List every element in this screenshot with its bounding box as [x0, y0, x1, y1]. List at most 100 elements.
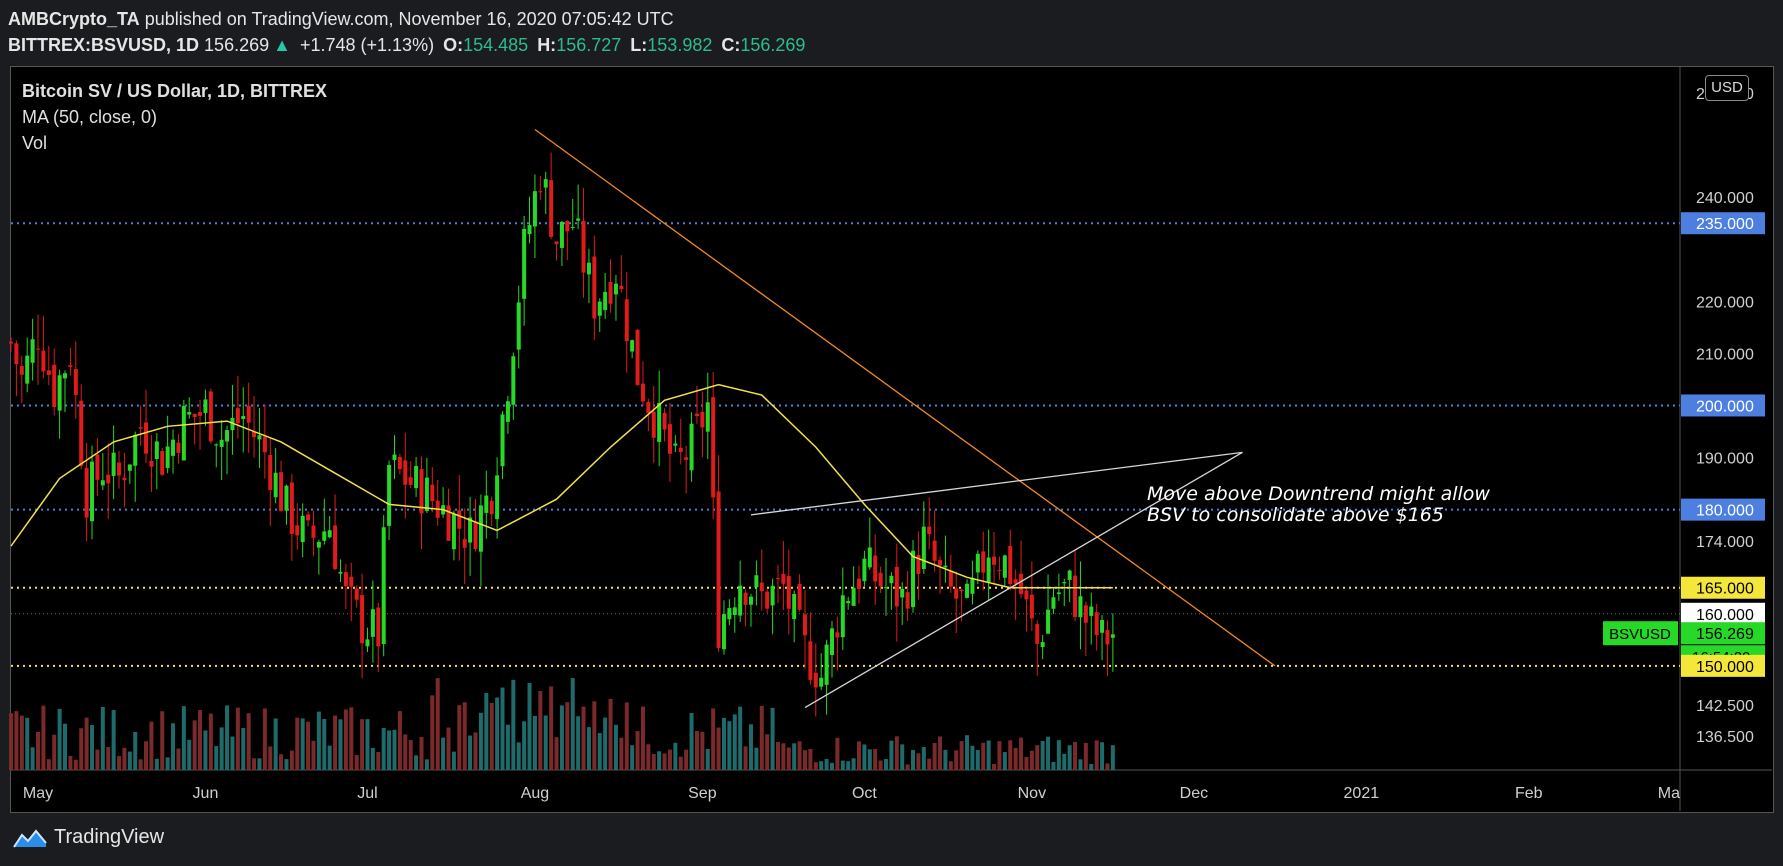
candle-body: [122, 477, 127, 481]
candle-body: [878, 572, 883, 587]
symbol-tag-box: [1603, 621, 1678, 646]
candle-body: [819, 677, 824, 687]
volume-bar: [1008, 740, 1013, 770]
candle-body: [160, 451, 165, 475]
candle-body: [694, 413, 699, 417]
volume-bar: [381, 728, 386, 770]
candle-body: [802, 614, 807, 636]
volume-bar: [522, 721, 527, 770]
volume-bar: [997, 741, 1002, 770]
legend-ma[interactable]: MA (50, close, 0): [22, 107, 158, 127]
volume-bar: [268, 746, 273, 770]
candle-body: [959, 589, 964, 592]
volume-bar: [970, 745, 975, 770]
volume-bar: [117, 756, 122, 770]
volume-bar: [878, 760, 883, 770]
candle-body: [689, 423, 694, 471]
volume-bar: [527, 683, 532, 770]
volume-bar: [732, 714, 737, 770]
volume-bar: [376, 751, 381, 770]
price-change: +1.748 (+1.13%): [299, 35, 435, 55]
low-value: 153.982: [647, 35, 713, 55]
volume-bar: [500, 687, 505, 770]
candle-body: [975, 553, 980, 573]
footer-brand[interactable]: TradingView: [12, 826, 164, 849]
volume-bar: [867, 749, 872, 770]
candle-body: [840, 595, 845, 638]
volume-bar: [711, 708, 716, 770]
candle-body: [219, 439, 224, 447]
volume-bar: [808, 749, 813, 770]
author-name[interactable]: AMBCrypto_TA: [8, 9, 140, 29]
candle-body: [738, 585, 743, 616]
candle-body: [905, 592, 910, 609]
candle-body: [640, 383, 645, 402]
candle-body: [214, 444, 219, 446]
volume-bar: [613, 724, 618, 770]
volume-bar: [73, 759, 78, 770]
volume-bar: [565, 702, 570, 770]
candle-body: [700, 411, 705, 428]
candle-body: [30, 339, 35, 363]
volume-bar: [965, 735, 970, 770]
volume-bar: [9, 713, 13, 770]
candle-body: [484, 495, 489, 513]
volume-bar: [829, 762, 834, 770]
price-label-box: [1681, 394, 1765, 417]
candle-body: [370, 609, 375, 637]
volume-bar: [19, 715, 24, 770]
volume-bar: [1019, 737, 1024, 770]
volume-bar: [786, 747, 791, 770]
candle-body: [657, 402, 662, 442]
candle-body: [748, 596, 753, 605]
volume-bar: [721, 717, 726, 770]
close-value: 156.269: [740, 35, 806, 55]
volume-bar: [397, 711, 402, 770]
volume-bar: [511, 679, 516, 770]
volume-bar: [576, 716, 581, 770]
volume-bar: [489, 702, 494, 770]
candle-body: [25, 355, 30, 384]
candle-body: [289, 482, 294, 534]
volume-bar: [1073, 741, 1078, 770]
currency-button[interactable]: USD: [1705, 75, 1749, 101]
candle-body: [543, 179, 548, 188]
candle-body: [970, 577, 975, 594]
volume-bar: [257, 758, 262, 770]
candle-body: [408, 477, 413, 485]
candle-body: [770, 585, 775, 606]
volume-bar: [608, 698, 613, 770]
candle-body: [792, 594, 797, 620]
chart-frame[interactable]: [10, 66, 1774, 813]
volume-bar: [90, 725, 95, 770]
volume-bar: [992, 764, 997, 770]
candle-body: [397, 456, 402, 470]
volume-bar: [943, 749, 948, 770]
volume-bar: [748, 724, 753, 770]
candle-body: [619, 285, 624, 290]
volume-bar: [727, 721, 732, 770]
candle-body: [268, 454, 273, 491]
volume-bar: [484, 693, 489, 770]
candle-body: [68, 365, 73, 368]
volume-bar: [851, 758, 856, 770]
x-tick-label: May: [23, 785, 53, 802]
legend-vol[interactable]: Vol: [22, 133, 48, 153]
candle-body: [1105, 630, 1110, 645]
candle-body: [894, 566, 899, 607]
volume-bar: [370, 748, 375, 770]
candle-body: [1100, 619, 1105, 633]
candle-body: [84, 467, 89, 518]
candle-body: [138, 427, 143, 429]
volume-bar: [25, 717, 30, 770]
volume-bar: [279, 754, 284, 770]
symbol-label[interactable]: BITTREX:BSVUSD, 1D: [8, 35, 200, 55]
legend-title[interactable]: Bitcoin SV / US Dollar, 1D, BITTREX: [22, 81, 328, 101]
candle-body: [527, 225, 532, 235]
candle-body: [1083, 605, 1088, 623]
candle-body: [473, 521, 478, 549]
volume-bar: [857, 741, 862, 770]
candle-body: [759, 582, 764, 592]
candle-body: [754, 575, 759, 588]
